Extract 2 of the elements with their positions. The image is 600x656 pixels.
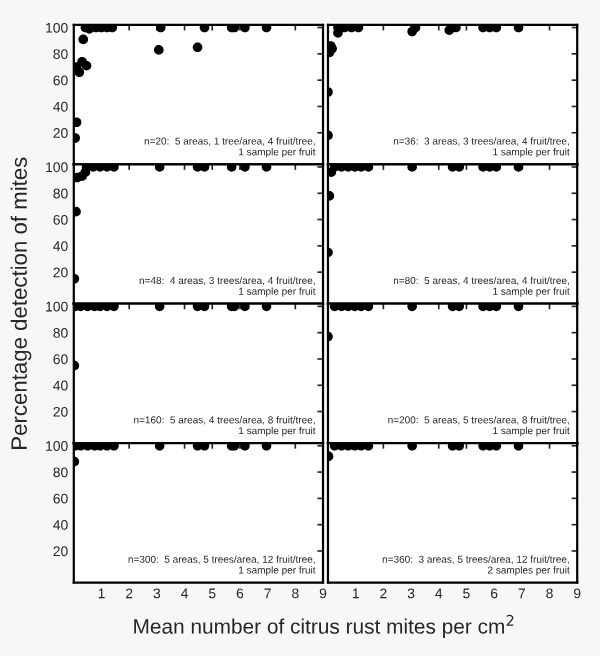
y-axis-title: Percentage detection of mites <box>10 157 32 449</box>
x-axis-title: Mean number of citrus rust mites per cm$^{2}$ <box>134 614 514 638</box>
